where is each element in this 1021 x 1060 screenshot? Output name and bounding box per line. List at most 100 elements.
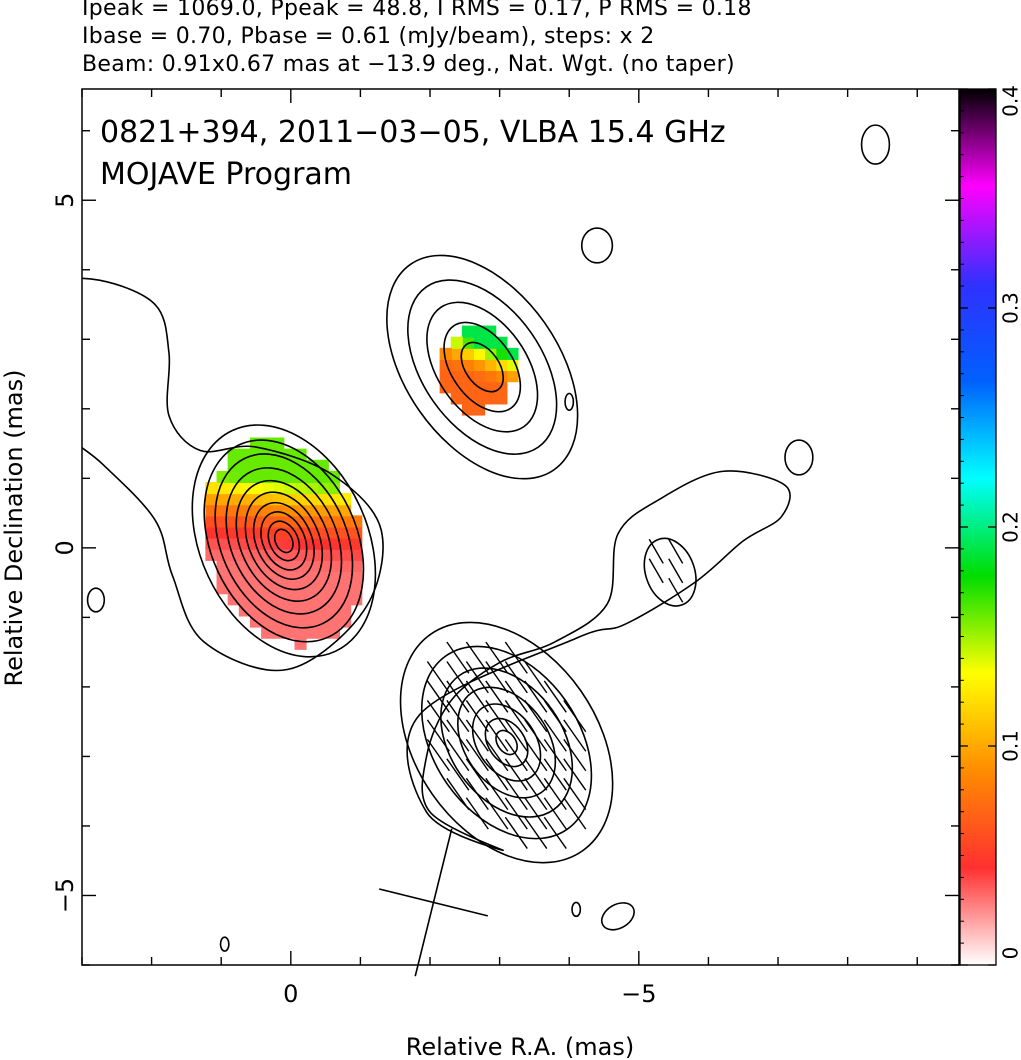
- evpa-vector: [563, 777, 587, 811]
- evpa-vector: [504, 680, 528, 713]
- polarization-pixel: [216, 482, 229, 495]
- evpa-vector: [648, 538, 664, 564]
- polarization-pixel: [316, 604, 329, 617]
- header-line-1: Ipeak = 1069.0, Ppeak = 48.8, I RMS = 0.…: [82, 0, 752, 21]
- evpa-vector: [563, 700, 587, 733]
- polarization-pixel: [305, 626, 318, 639]
- evpa-vector: [504, 661, 528, 694]
- polarization-pixel: [495, 370, 508, 383]
- evpa-vector: [524, 661, 548, 694]
- evpa-vector: [485, 680, 509, 713]
- polarization-pixel: [272, 437, 285, 450]
- polarization-pixel: [272, 570, 285, 584]
- evpa-vector: [543, 680, 567, 713]
- polarization-pixel: [272, 582, 285, 595]
- evpa-vector: [563, 797, 587, 830]
- contour-outer-envelope: [406, 470, 791, 852]
- evpa-vector: [446, 738, 470, 772]
- header-line-3: Beam: 0.91x0.67 mas at −13.9 deg., Nat. …: [82, 52, 735, 77]
- evpa-vector: [446, 758, 470, 791]
- evpa-vector: [524, 738, 548, 772]
- colorbar-ticks: 0 0.1 0.2 0.3 0.4: [960, 85, 1021, 966]
- polarization-pixel: [450, 358, 463, 372]
- polarization-pixel: [283, 482, 296, 495]
- contour-southwest-component: [399, 621, 614, 864]
- polarization-pixel: [316, 459, 329, 472]
- polarization-pixel: [272, 482, 285, 495]
- polarization-pixel: [294, 626, 307, 639]
- contour-jet-knot: [443, 321, 522, 413]
- polarization-pixel: [461, 358, 475, 372]
- polarization-pixel: [261, 593, 274, 606]
- polarization-pixel: [350, 537, 363, 550]
- polarization-pixel: [473, 370, 486, 383]
- polarization-pixel: [339, 537, 352, 550]
- polarization-pixel: [216, 526, 229, 539]
- polarization-pixel: [327, 548, 341, 561]
- polarization-pixel: [238, 482, 251, 495]
- y-tick-label: 5: [51, 193, 79, 208]
- polarization-pixel: [305, 537, 318, 550]
- contour-core: [225, 467, 343, 615]
- contour-spot-7: [86, 587, 106, 613]
- evpa-vector: [426, 680, 450, 713]
- polarization-pixel: [461, 325, 475, 338]
- evpa-vector: [485, 700, 509, 733]
- contour-jet-knot: [386, 254, 579, 480]
- contour-diffuse-knot: [643, 537, 697, 607]
- polarization-pixel: [506, 347, 519, 360]
- polarization-pixel: [473, 392, 486, 405]
- polarization-pixel: [327, 582, 341, 595]
- polarization-pixels: [205, 325, 519, 650]
- polarization-pixel: [272, 504, 285, 517]
- chart-subtitle: MOJAVE Program: [100, 157, 352, 192]
- polarization-pixel: [216, 493, 229, 506]
- polarization-pixel: [216, 470, 229, 484]
- evpa-vector: [446, 641, 470, 674]
- polarization-pixel: [450, 381, 463, 394]
- colorbar-tick-label: 0.4: [999, 85, 1021, 117]
- contour-spot-8: [219, 936, 230, 952]
- evpa-vector: [446, 777, 470, 811]
- evpa-vector: [485, 641, 509, 674]
- polarization-pixel: [473, 325, 486, 338]
- evpa-vector: [465, 680, 489, 713]
- polarization-pixel: [316, 626, 329, 639]
- x-tick-label: 0: [283, 980, 298, 1008]
- contour-spot-2: [784, 439, 814, 476]
- evpa-vector: [465, 738, 489, 772]
- polarization-pixel: [461, 381, 475, 394]
- evpa-vector: [426, 719, 450, 752]
- evpa-vector: [465, 777, 489, 811]
- y-axis-label: Relative Declination (mas): [0, 369, 28, 686]
- polarization-pixel: [283, 493, 296, 506]
- polarization-pixel: [261, 626, 274, 639]
- evpa-vector: [524, 680, 548, 713]
- evpa-vector: [426, 661, 450, 694]
- evpa-vector: [524, 719, 548, 752]
- polarization-pixel: [316, 593, 329, 606]
- polarization-pixel: [327, 526, 341, 539]
- x-axis-label: Relative R.A. (mas): [406, 1033, 634, 1060]
- evpa-vector: [543, 758, 567, 791]
- polarization-pixel: [484, 347, 497, 360]
- y-tick-label: −5: [51, 878, 79, 913]
- evpa-vector: [524, 816, 548, 849]
- polarization-pixel: [350, 570, 363, 584]
- polarization-pixel: [461, 347, 475, 360]
- evpa-vector: [524, 777, 548, 811]
- evpa-vector: [524, 758, 548, 791]
- evpa-vector: [446, 719, 470, 752]
- contour-spot-4: [600, 902, 635, 931]
- contour-southwest-component: [484, 717, 529, 768]
- polarization-pixel: [339, 604, 352, 617]
- polarization-pixel: [484, 392, 497, 405]
- evpa-vector: [504, 797, 528, 830]
- contour-spot-5: [571, 901, 582, 918]
- intensity-contours: [82, 124, 891, 952]
- evpa-vector: [504, 738, 528, 772]
- polarization-pixel: [473, 347, 486, 360]
- polarization-pixel: [294, 593, 307, 606]
- polarization-pixel: [283, 604, 296, 617]
